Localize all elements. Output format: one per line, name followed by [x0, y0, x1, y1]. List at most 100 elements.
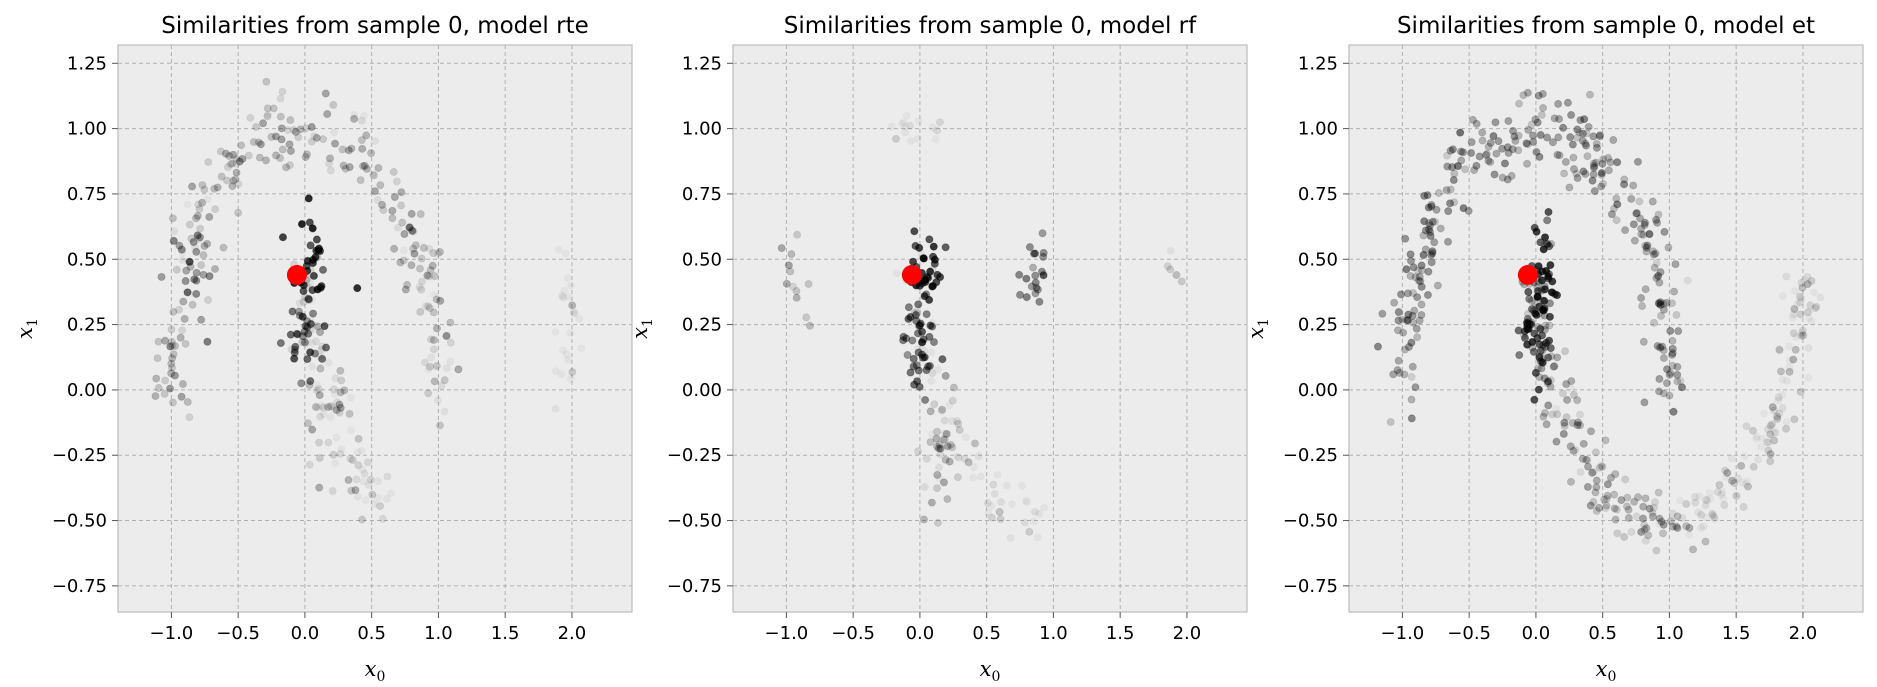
scatter-point [314, 403, 322, 412]
scatter-point [913, 329, 922, 338]
scatter-point [1498, 173, 1507, 182]
scatter-point [1785, 342, 1793, 351]
scatter-point [306, 377, 315, 386]
scatter-point [945, 457, 954, 466]
y-tick-label: 1.25 [67, 53, 107, 74]
scatter-point [793, 230, 802, 239]
scatter-point [276, 112, 285, 121]
scatter-point [1030, 507, 1039, 516]
scatter-point [1540, 285, 1549, 294]
scatter-point [940, 435, 949, 444]
reference-sample-point [1517, 264, 1538, 285]
scatter-point [567, 375, 575, 383]
scatter-point [1409, 289, 1418, 298]
scatter-point [990, 489, 999, 498]
scatter-point [1561, 157, 1570, 166]
scatter-point [934, 444, 943, 453]
scatter-point [1664, 243, 1673, 252]
scatter-point [1710, 512, 1719, 521]
scatter-point [1553, 150, 1562, 159]
scatter-point [1611, 470, 1620, 479]
scatter-point [1403, 289, 1412, 298]
axes-frame [117, 44, 633, 613]
scatter-point [564, 274, 572, 282]
scatter-point [1691, 498, 1700, 507]
scatter-point [903, 351, 912, 360]
scatter-point [899, 336, 908, 345]
scatter-point [1597, 182, 1606, 191]
scatter-point [1544, 274, 1553, 283]
scatter-point [1394, 308, 1403, 317]
scatter-point [1678, 514, 1687, 523]
scatter-point [1029, 263, 1038, 272]
scatter-point [1544, 401, 1553, 410]
scatter-point [916, 319, 925, 328]
y-tick-label: −0.50 [1283, 511, 1338, 532]
scatter-point [1649, 250, 1658, 259]
x-tick-label: 1.5 [1722, 623, 1751, 644]
x-tick-label: −0.5 [831, 623, 875, 644]
scatter-point [1673, 377, 1682, 386]
scatter-point [1566, 477, 1575, 486]
scatter-point [446, 318, 455, 327]
y-tick-label: 0.25 [682, 315, 722, 336]
scatter-point [1406, 250, 1415, 259]
scatter-point [1575, 410, 1584, 419]
scatter-point [1492, 149, 1501, 158]
scatter-point [1031, 289, 1040, 298]
scatter-point [1428, 217, 1437, 226]
scatter-point [1530, 329, 1539, 338]
scatter-point [283, 126, 292, 135]
scatter-point [998, 498, 1006, 507]
scatter-point [1650, 263, 1659, 272]
x-axis-label: x0 [1596, 657, 1617, 685]
scatter-point [920, 483, 929, 492]
scatter-point [1613, 529, 1622, 538]
scatter-point [423, 271, 432, 280]
scatter-point [568, 301, 577, 310]
scatter-point [1413, 293, 1422, 302]
scatter-point [157, 272, 166, 281]
scatter-point [434, 396, 442, 405]
scatter-point [1806, 301, 1815, 310]
scatter-point [271, 132, 280, 141]
scatter-point [571, 309, 579, 317]
scatter-point [1450, 198, 1459, 207]
scatter-point [970, 463, 978, 471]
scatter-point [1426, 221, 1435, 230]
scatter-point [1415, 316, 1424, 325]
scatter-point [929, 242, 938, 251]
scatter-point [428, 261, 437, 270]
scatter-point [1578, 136, 1587, 145]
scatter-point [178, 248, 186, 256]
scatter-point [954, 419, 963, 428]
scatter-point [918, 338, 927, 347]
scatter-point [1588, 468, 1597, 477]
scatter-point [926, 321, 935, 330]
scatter-point [354, 461, 363, 470]
scatter-point [1655, 520, 1663, 528]
scatter-point [306, 314, 315, 323]
y-tick-label: −0.25 [1283, 445, 1338, 466]
scatter-point [425, 365, 433, 373]
scatter-point [390, 193, 399, 202]
scatter-point [237, 141, 246, 150]
scatter-point [276, 154, 285, 163]
scatter-point [1807, 276, 1816, 285]
scatter-point [374, 477, 382, 485]
scatter-point [1811, 304, 1820, 313]
scatter-point [938, 355, 947, 364]
scatter-point [1673, 370, 1682, 379]
scatter-point [1768, 403, 1777, 412]
scatter-point [1659, 299, 1668, 308]
scatter-point [1776, 367, 1785, 376]
scatter-point [1670, 287, 1679, 296]
scatter-point [1536, 238, 1545, 247]
scatter-point [177, 245, 186, 254]
scatter-point [911, 311, 920, 320]
scatter-point [1708, 509, 1717, 518]
scatter-point [932, 434, 941, 443]
scatter-point [977, 472, 985, 481]
scatter-point [1642, 243, 1651, 252]
scatter-point [430, 272, 439, 281]
